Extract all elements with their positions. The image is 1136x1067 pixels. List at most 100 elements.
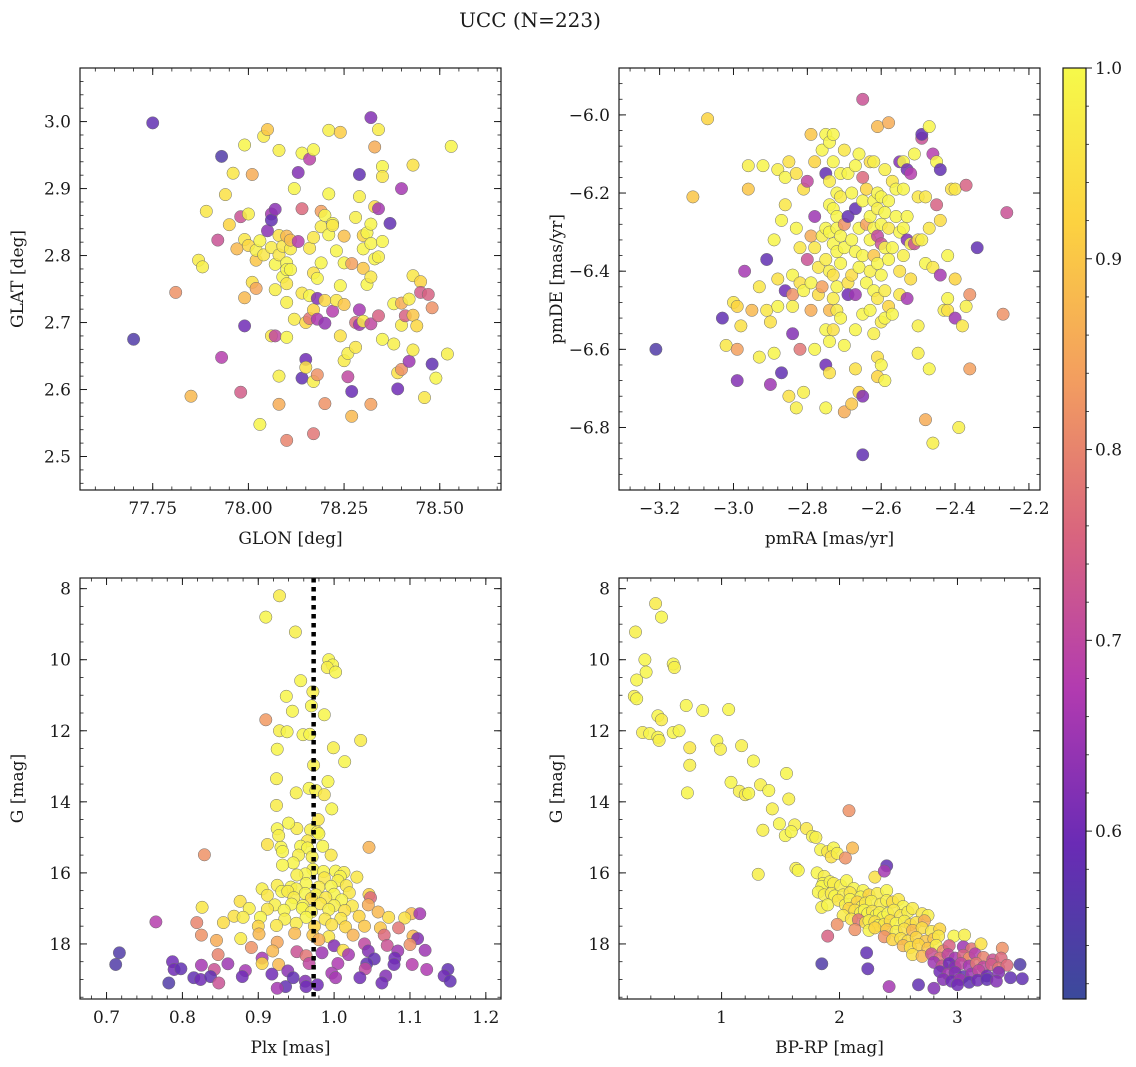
data-point [889,210,903,223]
data-point [629,625,642,639]
data-point [289,786,303,800]
data-point [238,319,252,333]
data-point [878,374,892,388]
data-point [387,337,401,351]
data-point [679,699,693,712]
data-point [791,863,805,877]
data-point [772,817,786,831]
y-tick-label: −6.0 [569,106,610,126]
data-point [364,237,378,250]
data-point [342,948,355,962]
data-point [760,253,774,266]
data-point [440,347,454,361]
x-axis-label: BP-RP [mag] [775,1038,884,1058]
data-point [174,962,188,976]
data-point [307,143,320,157]
data-point [826,155,840,169]
data-point [112,946,126,960]
data-point [253,234,267,248]
x-tick-label: 3 [952,1008,963,1028]
data-point [194,928,208,942]
figure-title: UCC (N=223) [459,8,601,32]
data-point [838,851,852,865]
data-point [210,933,223,947]
data-point [413,907,427,921]
data-point [763,315,777,329]
data-point [375,332,389,346]
data-point [680,786,694,800]
data-point [270,981,284,995]
data-point [959,299,973,313]
data-point [756,159,770,173]
data-point [349,210,363,224]
data-point [655,610,668,624]
data-point [127,332,141,346]
axes-frame [618,67,1041,491]
data-point [196,260,209,274]
data-point [444,139,458,153]
data-point [310,368,324,382]
y-tick-label: 2.9 [44,180,71,200]
data-point [349,340,363,354]
data-point [730,374,744,388]
data-point [194,958,208,972]
data-point [337,298,351,311]
data-point [395,362,408,376]
data-point [291,235,305,248]
x-tick-label: −2.4 [934,499,975,519]
y-tick-label: 16 [588,864,610,884]
data-point [245,168,259,181]
data-point [778,170,792,184]
data-point [443,974,457,988]
data-point [331,957,345,970]
x-tick-label: 0.8 [169,1008,196,1028]
data-point [318,316,332,330]
data-point [867,155,881,169]
data-point [904,272,918,286]
data-point [354,733,368,747]
data-point [834,311,848,325]
data-point [848,923,862,937]
x-axis-label: pmRA [mas/yr] [765,529,894,549]
data-point [948,182,962,196]
data-point [863,303,877,317]
data-points [127,111,458,447]
data-point [356,261,370,275]
colorbar: 0.6 0.7 0.8 0.9 1.0 [1062,59,1122,1000]
data-point [856,194,870,208]
data-point [638,653,652,667]
data-point [364,111,378,125]
data-point [741,182,755,196]
data-point [364,317,378,331]
data-point [775,213,788,227]
data-point [244,941,258,954]
data-point [696,704,710,717]
data-point [900,292,914,305]
data-point [270,742,284,756]
data-point [266,944,280,958]
data-point [353,971,367,985]
data-point [878,284,892,298]
data-point [882,221,896,235]
data-point [392,921,406,935]
data-point [852,260,866,274]
data-point [775,366,788,380]
y-tick-label: 12 [588,722,610,742]
data-point [701,112,715,126]
data-point [235,970,249,984]
data-point [815,280,829,294]
data-point [280,277,294,291]
data-point [927,981,941,995]
data-point [345,409,359,423]
data-point [375,170,389,183]
data-point [398,911,412,925]
data-point [882,253,896,266]
data-point [655,713,668,727]
y-tick-label: 18 [588,935,610,955]
data-point [418,391,431,405]
x-tick-label: −3.0 [713,499,754,519]
y-tick-label: 2.8 [44,247,71,267]
data-point [837,338,851,352]
axes-frame [618,577,1041,1000]
data-point [834,229,848,243]
